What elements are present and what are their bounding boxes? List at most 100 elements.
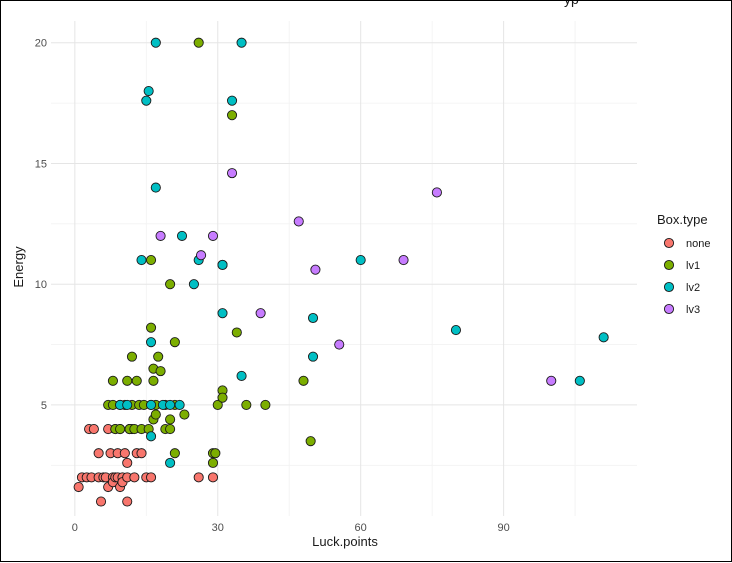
- y-tick-label: 20: [35, 38, 47, 50]
- data-point-lv2: [165, 399, 176, 410]
- data-point-none: [129, 472, 140, 483]
- legend-items: none lv1 lv2 lv3: [663, 237, 710, 316]
- x-tick-label: 30: [212, 522, 224, 534]
- data-point-lv1: [131, 375, 142, 386]
- data-point-lv3: [334, 339, 345, 350]
- y-tick-label: 5: [41, 400, 47, 412]
- data-point-lv2: [574, 375, 585, 386]
- data-point-lv1: [150, 409, 161, 420]
- data-point-none: [88, 424, 99, 435]
- data-point-lv3: [255, 308, 266, 319]
- data-point-lv1: [207, 457, 219, 468]
- data-point-lv2: [226, 95, 238, 106]
- data-points: [73, 37, 609, 507]
- legend-key-lv1: [663, 259, 675, 271]
- data-point-none: [93, 448, 104, 459]
- data-point-lv2: [176, 230, 188, 241]
- data-point-lv1: [298, 375, 309, 386]
- data-point-lv1: [217, 392, 228, 403]
- y-axis-title: Energy: [11, 246, 26, 288]
- data-point-lv1: [305, 436, 316, 447]
- data-point-lv2: [188, 279, 199, 290]
- clipped-title-fragment: yp: [564, 1, 579, 7]
- data-point-lv3: [310, 264, 321, 275]
- data-point-lv2: [307, 351, 319, 362]
- data-point-lv3: [226, 168, 238, 179]
- data-point-lv3: [293, 216, 304, 227]
- data-point-lv1: [260, 399, 271, 410]
- data-point-lv1: [231, 327, 242, 338]
- x-tick-label: 60: [355, 522, 367, 534]
- data-point-none: [136, 448, 147, 459]
- data-point-lv2: [141, 95, 152, 106]
- data-point-lv1: [165, 424, 176, 435]
- data-point-none: [122, 496, 133, 507]
- data-point-lv2: [143, 85, 154, 97]
- legend-label-lv3: lv3: [686, 304, 700, 316]
- data-point-lv1: [179, 409, 190, 420]
- data-point-none: [73, 481, 84, 493]
- data-point-none: [95, 496, 107, 507]
- data-point-lv1: [155, 366, 166, 377]
- legend: Box.type none lv1 lv2 lv3: [657, 212, 710, 316]
- legend-title: Box.type: [657, 212, 708, 227]
- data-point-lv2: [165, 457, 176, 468]
- data-point-lv1: [165, 414, 176, 425]
- data-point-lv2: [307, 312, 319, 324]
- data-point-lv2: [145, 431, 157, 442]
- data-point-lv1: [126, 351, 138, 362]
- data-point-lv1: [115, 424, 126, 435]
- data-point-lv1: [212, 399, 223, 410]
- x-axis-title: Luck.points: [312, 534, 378, 549]
- data-point-lv2: [450, 325, 462, 336]
- data-point-lv1: [210, 448, 221, 459]
- grid-lines: [51, 21, 637, 516]
- data-point-lv1: [169, 448, 180, 459]
- data-point-lv2: [136, 254, 147, 266]
- legend-key-lv2: [663, 281, 675, 293]
- data-point-lv1: [165, 279, 176, 290]
- data-point-lv2: [150, 182, 161, 193]
- data-point-lv3: [546, 375, 557, 386]
- data-point-lv2: [122, 399, 133, 410]
- data-point-lv2: [236, 37, 247, 48]
- data-point-lv3: [398, 254, 409, 266]
- data-point-lv1: [226, 110, 238, 121]
- x-tick-label: 0: [72, 522, 78, 534]
- data-point-lv1: [148, 375, 159, 386]
- data-point-lv2: [150, 37, 161, 48]
- data-point-lv1: [145, 322, 157, 333]
- y-tick-label: 10: [35, 279, 47, 291]
- data-point-none: [207, 472, 219, 483]
- data-point-lv2: [145, 399, 157, 410]
- data-point-lv3: [431, 187, 442, 198]
- data-point-lv3: [207, 230, 219, 241]
- data-point-lv1: [107, 375, 118, 386]
- data-point-lv3: [155, 230, 166, 241]
- data-point-lv1: [169, 337, 180, 348]
- data-point-lv3: [196, 250, 207, 261]
- data-point-none: [193, 472, 204, 483]
- data-point-lv2: [174, 399, 185, 410]
- legend-key-lv3: [663, 303, 675, 315]
- data-point-lv1: [122, 375, 133, 386]
- data-point-lv2: [217, 308, 228, 319]
- data-point-lv2: [598, 332, 609, 343]
- legend-key-none: [663, 237, 675, 249]
- axis-ticks: 0 30 60 90 5 10 15 20: [35, 38, 510, 534]
- legend-label-lv2: lv2: [686, 282, 700, 294]
- legend-label-none: none: [686, 238, 710, 250]
- y-tick-label: 15: [35, 158, 47, 170]
- data-point-lv1: [241, 399, 252, 410]
- data-point-none: [145, 472, 157, 483]
- x-tick-label: 90: [497, 522, 509, 534]
- data-point-lv2: [217, 259, 228, 270]
- data-point-none: [122, 457, 133, 468]
- data-point-none: [119, 448, 130, 459]
- data-point-lv2: [236, 370, 247, 382]
- data-point-lv1: [145, 254, 157, 266]
- data-point-lv2: [145, 337, 157, 348]
- data-point-lv1: [193, 37, 204, 48]
